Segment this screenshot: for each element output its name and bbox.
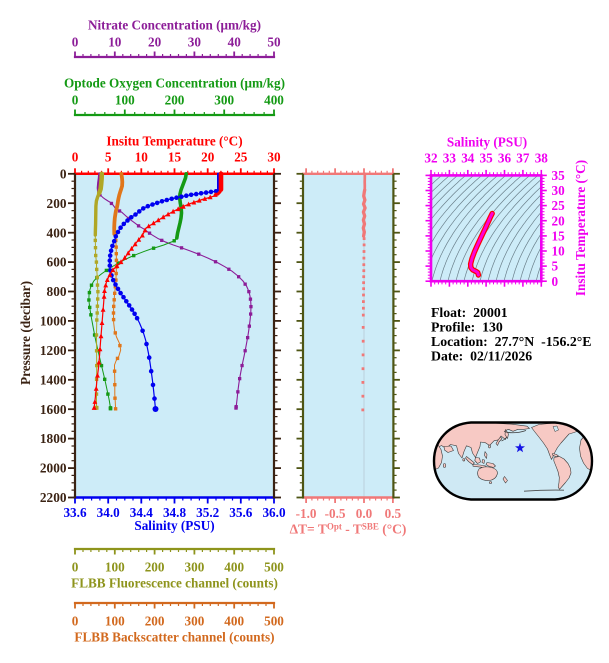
svg-text:33.6: 33.6	[63, 505, 86, 520]
svg-text:Salinity (PSU): Salinity (PSU)	[447, 135, 527, 150]
svg-text:Float: 20001: Float: 20001	[431, 305, 508, 320]
svg-text:35.6: 35.6	[229, 505, 252, 520]
svg-text:37: 37	[516, 151, 530, 166]
svg-text:30: 30	[267, 150, 281, 165]
svg-text:100: 100	[105, 560, 125, 575]
svg-text:400: 400	[264, 93, 284, 108]
svg-text:1800: 1800	[40, 431, 67, 446]
svg-text:Insitu Temperature (°C): Insitu Temperature (°C)	[106, 134, 242, 149]
svg-text:200: 200	[145, 614, 165, 629]
svg-text:500: 500	[264, 614, 284, 629]
svg-text:600: 600	[47, 255, 67, 270]
svg-text:0: 0	[72, 614, 79, 629]
svg-text:25: 25	[552, 198, 566, 213]
svg-text:200: 200	[145, 560, 165, 575]
svg-text:-0.5: -0.5	[325, 506, 346, 521]
svg-text:Salinity (PSU): Salinity (PSU)	[134, 518, 214, 533]
svg-text:300: 300	[185, 560, 205, 575]
svg-text:1400: 1400	[40, 372, 67, 387]
svg-text:0.0: 0.0	[356, 506, 373, 521]
svg-text:400: 400	[47, 225, 67, 240]
svg-text:200: 200	[47, 196, 67, 211]
svg-text:1000: 1000	[40, 314, 67, 329]
svg-text:2200: 2200	[40, 490, 67, 505]
svg-text:20: 20	[552, 213, 566, 228]
svg-text:ΔT= TOpt - TSBE (°C): ΔT= TOpt - TSBE (°C)	[290, 522, 407, 537]
svg-text:35.2: 35.2	[196, 505, 219, 520]
svg-text:20: 20	[201, 150, 215, 165]
svg-text:Location: 27.7°N -156.2°E: Location: 27.7°N -156.2°E	[431, 334, 592, 349]
svg-text:0.5: 0.5	[385, 506, 402, 521]
svg-text:34.8: 34.8	[163, 505, 186, 520]
svg-text:0: 0	[60, 166, 67, 181]
svg-text:Insitu Temperature (°C): Insitu Temperature (°C)	[573, 160, 588, 296]
svg-text:34: 34	[461, 151, 475, 166]
svg-text:Pressure (decibar): Pressure (decibar)	[18, 281, 33, 385]
svg-text:0: 0	[72, 93, 79, 108]
svg-text:1600: 1600	[40, 402, 67, 417]
svg-text:Nitrate Concentration (μm/kg): Nitrate Concentration (μm/kg)	[88, 18, 261, 33]
svg-text:100: 100	[105, 614, 125, 629]
svg-text:100: 100	[115, 93, 135, 108]
svg-text:36: 36	[498, 151, 512, 166]
svg-text:200: 200	[165, 93, 185, 108]
svg-text:400: 400	[224, 614, 244, 629]
svg-text:Profile: 130: Profile: 130	[431, 320, 503, 335]
svg-text:0: 0	[72, 560, 79, 575]
svg-text:300: 300	[185, 614, 205, 629]
svg-text:30: 30	[188, 35, 202, 50]
svg-text:34.0: 34.0	[97, 505, 120, 520]
svg-text:15: 15	[552, 229, 566, 244]
svg-text:5: 5	[552, 259, 559, 274]
svg-text:2000: 2000	[40, 461, 67, 476]
svg-text:33: 33	[443, 151, 457, 166]
svg-text:Date: 02/11/2026: Date: 02/11/2026	[431, 349, 532, 364]
svg-text:FLBB Backscatter channel (coun: FLBB Backscatter channel (counts)	[74, 630, 274, 645]
svg-text:10: 10	[552, 244, 566, 259]
svg-text:36.0: 36.0	[262, 505, 285, 520]
svg-text:500: 500	[264, 560, 284, 575]
svg-text:-1.0: -1.0	[296, 506, 317, 521]
svg-text:35: 35	[480, 151, 494, 166]
svg-text:0: 0	[72, 35, 79, 50]
svg-text:10: 10	[135, 150, 149, 165]
svg-text:400: 400	[224, 560, 244, 575]
svg-text:40: 40	[228, 35, 242, 50]
svg-text:38: 38	[535, 151, 549, 166]
svg-text:300: 300	[214, 93, 234, 108]
svg-text:1200: 1200	[40, 343, 67, 358]
svg-text:50: 50	[267, 35, 281, 50]
svg-text:25: 25	[234, 150, 248, 165]
svg-text:0: 0	[552, 274, 559, 289]
svg-text:FLBB Fluorescence channel (cou: FLBB Fluorescence channel (counts)	[71, 576, 278, 591]
svg-text:20: 20	[148, 35, 162, 50]
svg-text:800: 800	[47, 284, 67, 299]
svg-text:10: 10	[108, 35, 122, 50]
svg-text:34.4: 34.4	[130, 505, 153, 520]
svg-text:Optode Oxygen Concentration (μ: Optode Oxygen Concentration (μm/kg)	[64, 76, 285, 91]
svg-text:30: 30	[552, 183, 566, 198]
svg-text:15: 15	[168, 150, 182, 165]
svg-text:0: 0	[72, 150, 79, 165]
svg-text:5: 5	[105, 150, 112, 165]
svg-text:35: 35	[552, 168, 566, 183]
svg-text:32: 32	[424, 151, 438, 166]
